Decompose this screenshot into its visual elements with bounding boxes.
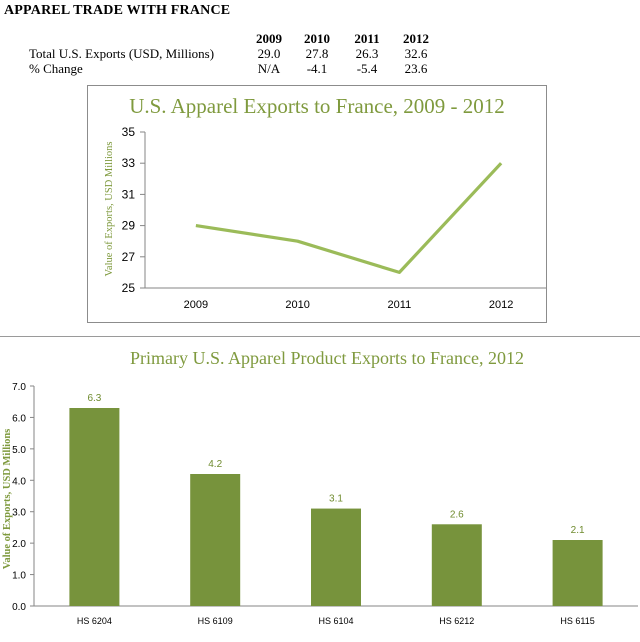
year-header: 2011 <box>354 31 380 46</box>
table-cell: -5.4 <box>356 61 378 76</box>
table-cell: 23.6 <box>404 61 428 76</box>
bar-data-label: 4.2 <box>208 459 222 470</box>
x-tick-label: HS 6109 <box>198 616 233 626</box>
bar <box>431 524 482 606</box>
bar <box>311 508 361 606</box>
line-chart: U.S. Apparel Exports to France, 2009 - 2… <box>87 85 547 323</box>
year-header: 2012 <box>403 31 429 46</box>
bar-data-label: 2.1 <box>571 525 585 536</box>
y-tick-label: 5.0 <box>12 445 26 456</box>
line-plot-area: 25 27 29 31 33 35 2009 2010 2011 2012 <box>122 125 546 311</box>
table-cell: 27.8 <box>305 46 329 61</box>
x-tick-label: HS 6204 <box>77 616 112 626</box>
table-cell: 32.6 <box>404 46 428 61</box>
series-line <box>195 162 503 274</box>
bar-plot-area: 0.0 1.0 2.0 3.0 4.0 5.0 6.0 7.0 6.3 HS 6204 4.2 HS … <box>12 382 638 626</box>
bar <box>69 408 120 606</box>
bar-chart-title: Primary U.S. Apparel Product Exports to … <box>130 348 524 368</box>
table-cell: N/A <box>257 61 281 76</box>
year-header: 2009 <box>256 31 282 46</box>
y-tick-label: 31 <box>122 187 136 201</box>
x-tick-label: HS 6212 <box>439 616 474 626</box>
year-header: 2010 <box>304 31 330 46</box>
x-tick-label: HS 6115 <box>560 616 594 626</box>
y-tick-label: 1.0 <box>12 571 26 582</box>
y-tick-label: 3.0 <box>12 508 26 519</box>
y-tick-label: 4.0 <box>12 476 26 487</box>
y-tick-label: 7.0 <box>12 382 26 393</box>
y-tick-label: 27 <box>122 250 136 264</box>
bar-data-label: 6.3 <box>87 393 101 404</box>
line-chart-title: U.S. Apparel Exports to France, 2009 - 2… <box>129 94 505 118</box>
bar-chart-y-axis-label: Value of Exports, USD Millions <box>2 429 13 570</box>
bar <box>552 540 603 606</box>
y-tick-label: 29 <box>122 219 136 233</box>
y-tick-label: 6.0 <box>12 413 26 424</box>
y-tick-label: 2.0 <box>12 539 26 550</box>
page-title: APPAREL TRADE WITH FRANCE <box>4 3 231 18</box>
table-cell: 29.0 <box>257 46 281 61</box>
bar <box>190 474 241 606</box>
line-chart-svg: U.S. Apparel Exports to France, 2009 - 2… <box>104 94 546 311</box>
y-tick-label: 25 <box>122 281 136 295</box>
x-tick-label: HS 6104 <box>318 616 353 626</box>
y-tick-label: 33 <box>122 156 136 170</box>
row-label-total-exports: Total U.S. Exports (USD, Millions) <box>29 46 215 61</box>
x-tick-label: 2012 <box>489 299 513 311</box>
bar-data-label: 2.6 <box>450 509 464 520</box>
line-chart-y-axis-label: Value of Exports, USD Millions <box>104 141 115 276</box>
x-tick-label: 2010 <box>285 299 309 311</box>
bar-chart: Primary U.S. Apparel Product Exports to … <box>0 336 640 642</box>
summary-table: 2009 2010 2011 2012 Total U.S. Exports (… <box>0 31 450 81</box>
y-tick-label: 35 <box>122 125 136 139</box>
table-cell: 26.3 <box>355 46 379 61</box>
table-cell: -4.1 <box>306 61 328 76</box>
bar-data-label: 3.1 <box>329 494 343 505</box>
x-tick-label: 2009 <box>184 299 208 311</box>
y-tick-label: 0.0 <box>12 602 26 613</box>
row-label-percent-change: % Change <box>29 61 83 76</box>
bar-chart-svg: Primary U.S. Apparel Product Exports to … <box>2 348 638 626</box>
x-tick-label: 2011 <box>388 299 412 311</box>
